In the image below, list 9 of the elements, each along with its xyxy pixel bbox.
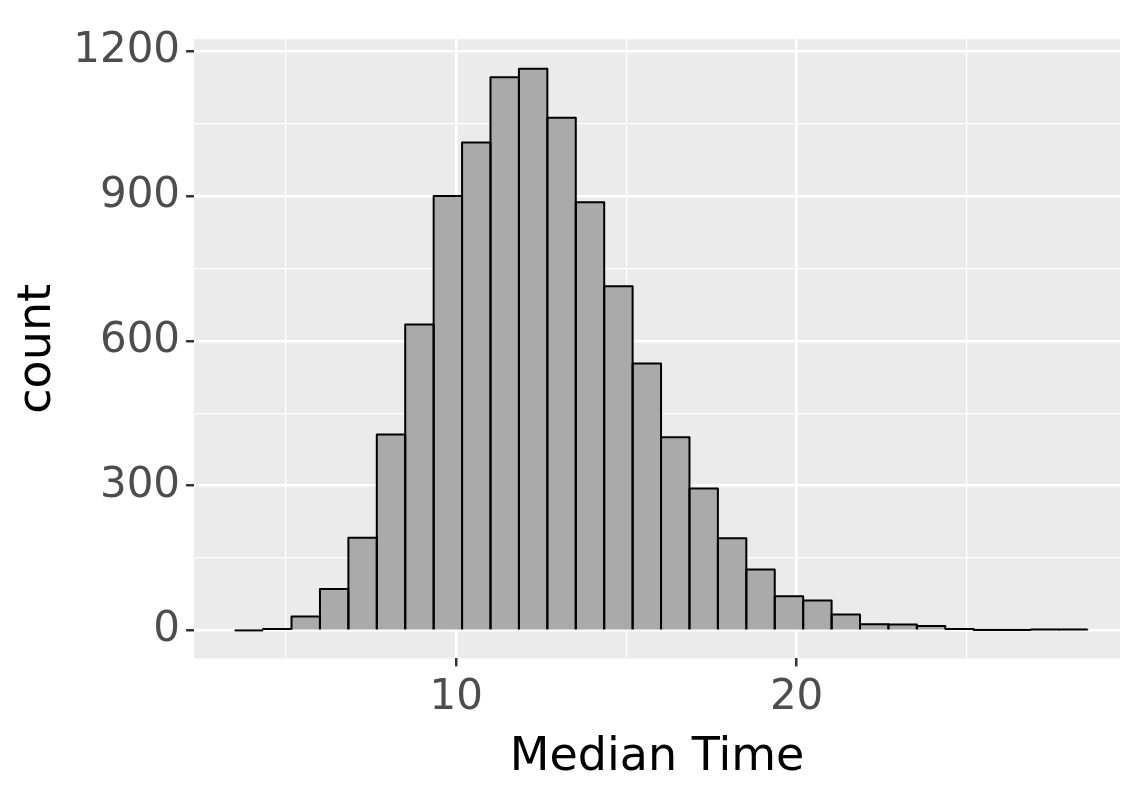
x-axis-title: Median Time [509, 727, 805, 782]
y-tick-label: 0 [153, 602, 181, 652]
y-tick-label: 900 [99, 167, 181, 217]
x-tick-label: 10 [429, 669, 483, 719]
y-axis-title: count [6, 283, 61, 414]
y-tick-label: 300 [99, 457, 181, 507]
y-tick-label: 1200 [73, 23, 181, 73]
y-tick-label: 600 [99, 312, 181, 362]
x-tick-label: 20 [769, 669, 824, 719]
